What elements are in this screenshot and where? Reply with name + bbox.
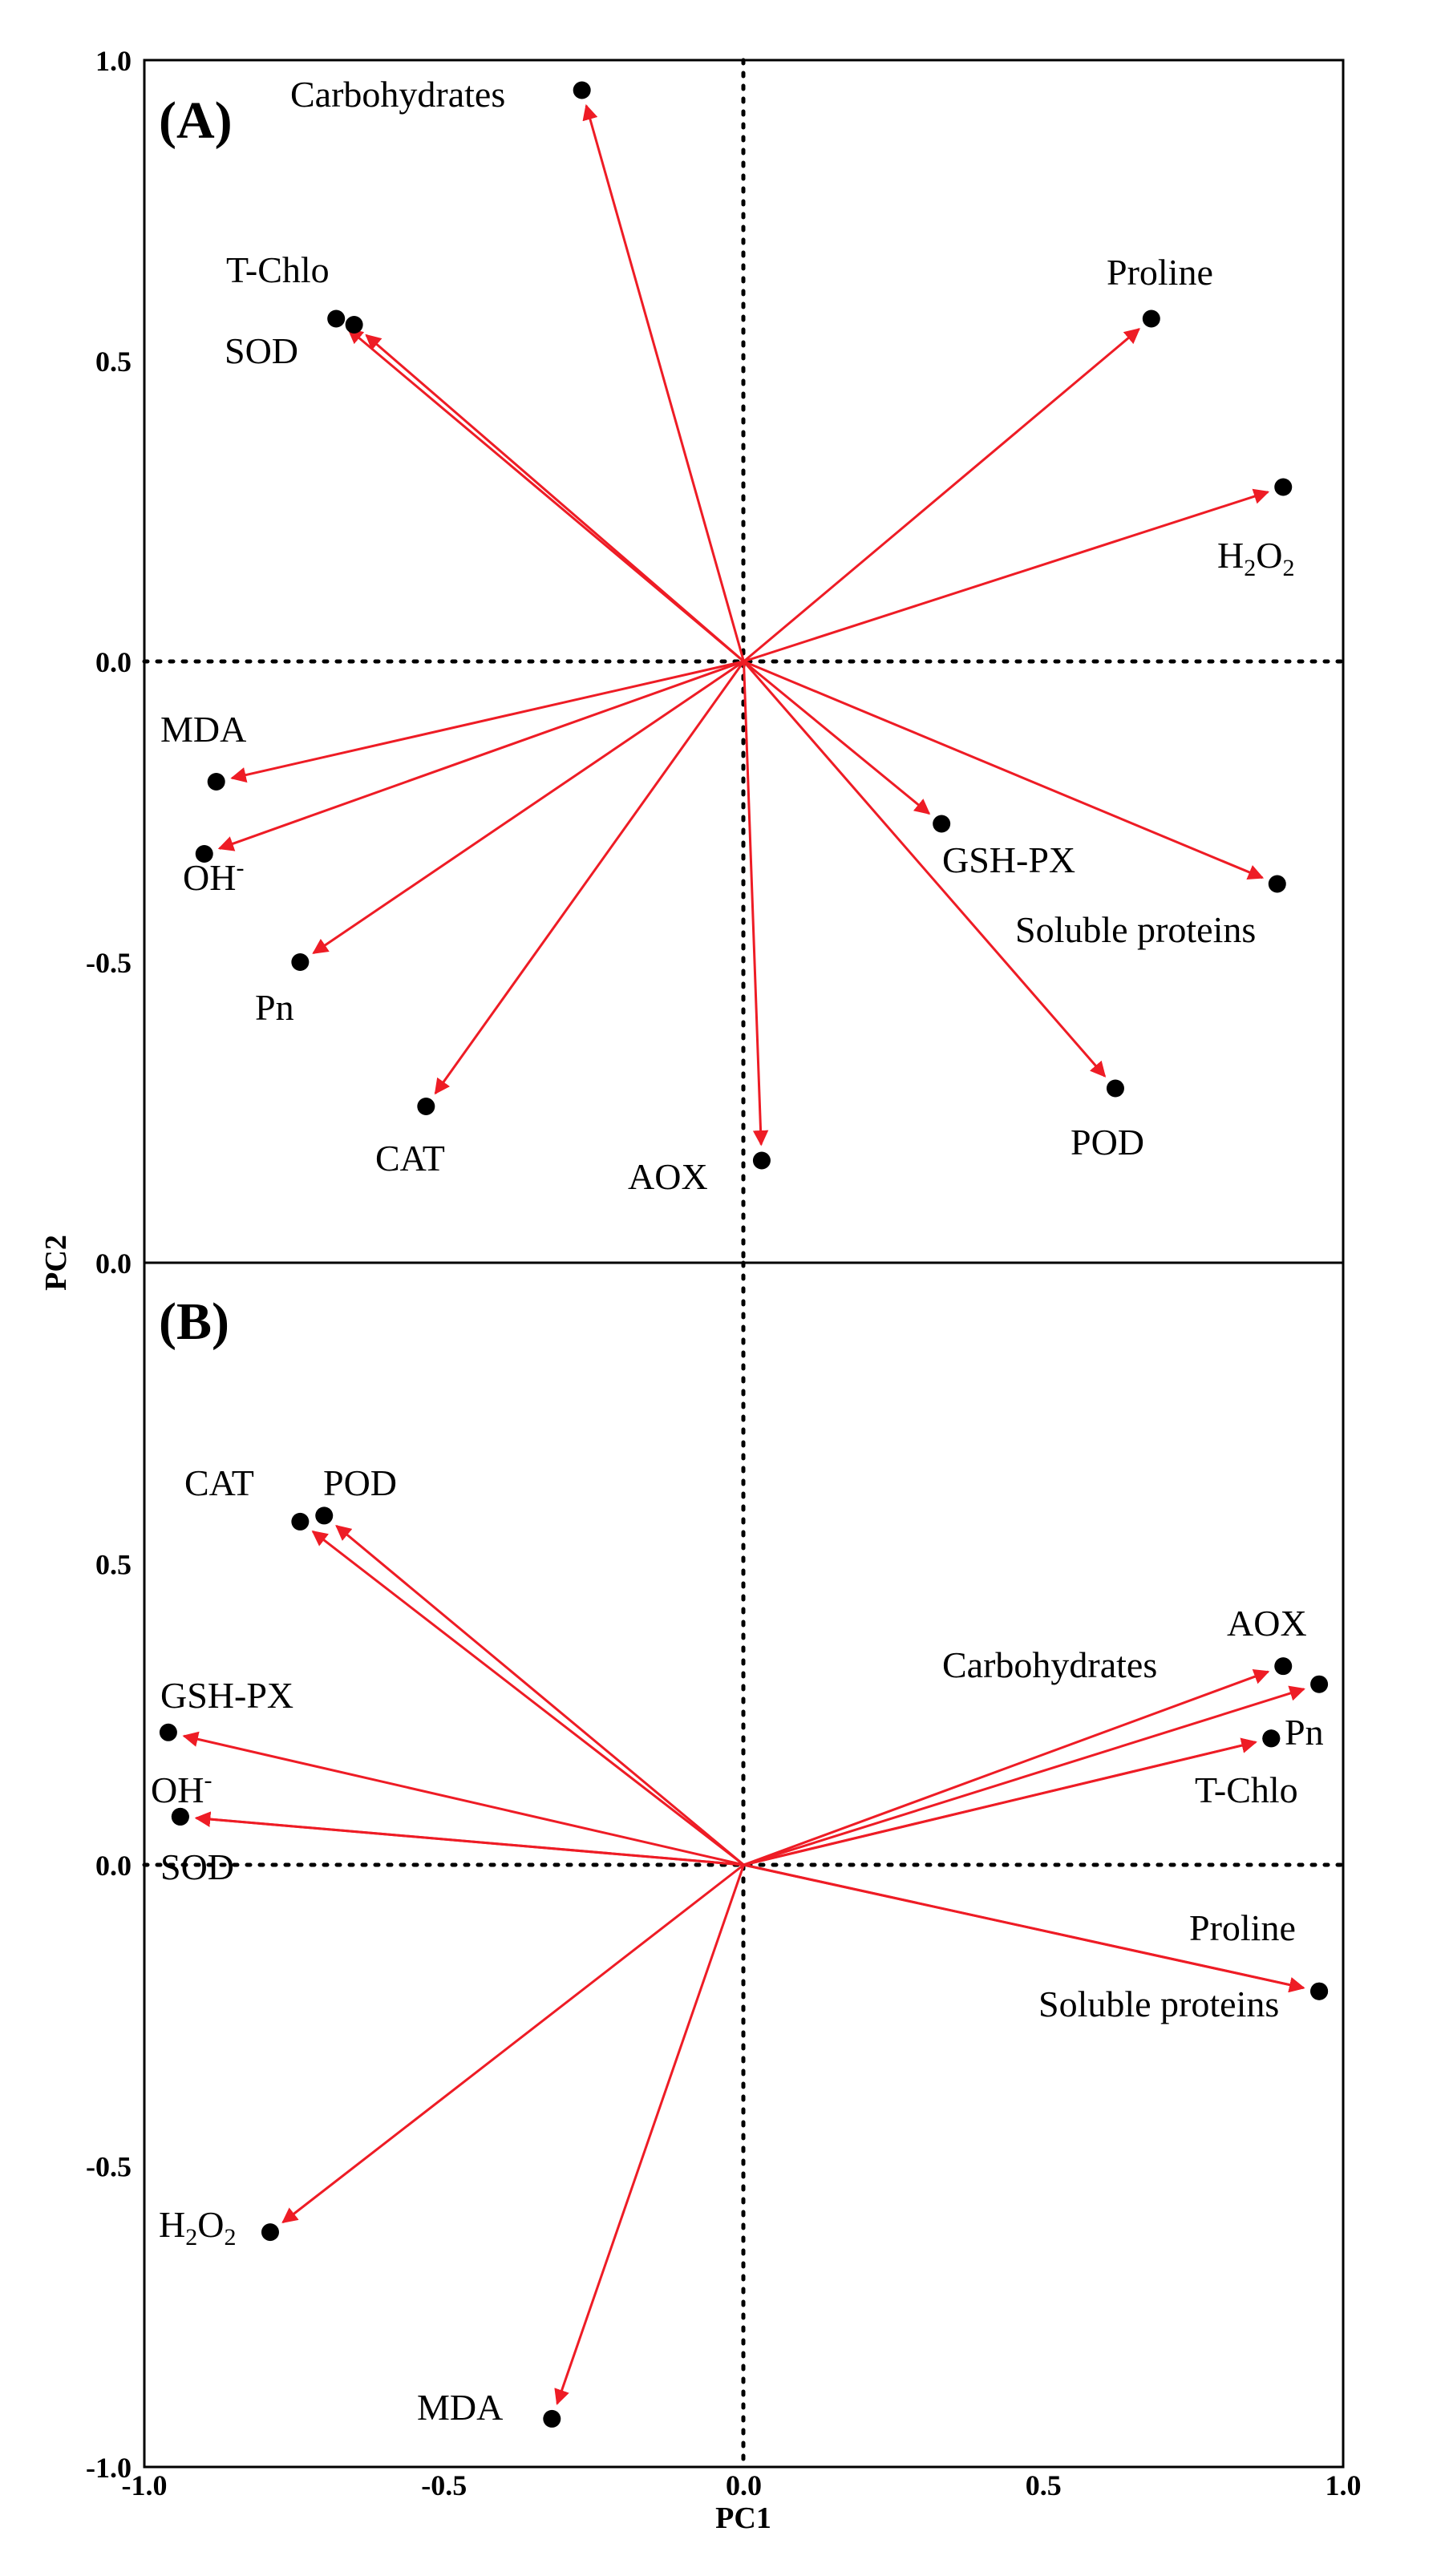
loading-arrow-a-sod: [365, 334, 745, 663]
x-tick-label: 0.0: [726, 2469, 762, 2501]
loading-arrow-a-mda: [230, 660, 744, 783]
panel-a-arrows: [217, 103, 1270, 1146]
label-a-aox: AOX: [628, 1156, 708, 1197]
axis-ticks: -1.0 -0.5 0.0 0.5 1.0 1.0 0.5 0.0 -0.5 0.0 0.5 0.0 -…: [86, 45, 1362, 2501]
label-b-aox: AOX: [1227, 1603, 1307, 1644]
loading-arrow-a-cat: [434, 661, 745, 1095]
loading-arrow-b-aox: [743, 1669, 1270, 1866]
y-tick-label: 0.0: [95, 1850, 132, 1882]
label-a-oh: OH-: [183, 855, 244, 898]
label-b-pn: Pn: [1285, 1712, 1324, 1753]
y-tick-label: 0.5: [95, 1549, 132, 1581]
y-tick-label: -0.5: [86, 2151, 132, 2183]
y-tick-label: 0.0: [95, 646, 132, 678]
label-b-carbohydrates: Carbohydrates: [942, 1644, 1157, 1685]
loading-point-a-t-chlo: [327, 309, 346, 328]
loading-point-a-mda: [207, 773, 225, 791]
label-b-sod: SOD: [160, 1846, 234, 1887]
loading-point-a-cat: [417, 1098, 435, 1115]
panel-b-arrows: [182, 1524, 1305, 2405]
loading-arrow-a-h2o2: [743, 488, 1270, 663]
x-axis-title: PC1: [715, 2501, 771, 2535]
loading-point-a-h2o2: [1274, 478, 1293, 496]
loading-point-a-gsh-px: [933, 815, 951, 833]
label-a-pod: POD: [1071, 1122, 1144, 1163]
label-b-mda: MDA: [417, 2387, 503, 2428]
panel-b-labels: CAT POD GSH-PX OH- SOD AOX Carbohydrates…: [151, 1462, 1324, 2428]
label-b-cat: CAT: [184, 1462, 254, 1503]
loading-arrow-a-aox: [743, 661, 769, 1146]
label-b-t-chlo: T-Chlo: [1195, 1769, 1298, 1810]
loading-point-b-carbohydrates: [1310, 1675, 1329, 1693]
loading-arrow-b-sod: [194, 1811, 744, 1866]
loading-point-b-cat: [291, 1512, 310, 1531]
loading-point-b-aox: [1274, 1657, 1293, 1676]
loading-arrow-b-gsh-px: [182, 1731, 744, 1866]
y-tick-label: -0.5: [86, 947, 132, 979]
label-b-h2o2: H2O2: [159, 2204, 236, 2250]
loading-arrow-a-proline: [743, 328, 1140, 663]
loading-arrow-a-gsh-px: [743, 660, 931, 815]
panel-a-tag: (A): [159, 91, 233, 150]
label-a-carbohydrates: Carbohydrates: [290, 74, 505, 115]
loading-point-a-proline: [1142, 309, 1160, 328]
label-a-t-chlo: T-Chlo: [226, 249, 330, 290]
panel-b-tag: (B): [159, 1292, 229, 1351]
loading-point-a-pod: [1106, 1079, 1124, 1098]
label-b-gsh-px: GSH-PX: [160, 1675, 293, 1716]
label-b-oh: OH-: [151, 1767, 212, 1810]
loading-point-a-pn: [291, 953, 310, 971]
x-tick-label: -0.5: [421, 2469, 467, 2501]
loading-arrow-a-soluble-proteins: [743, 660, 1265, 880]
x-tick-label: 0.5: [1026, 2469, 1062, 2501]
y-tick-label: 0.0: [95, 1248, 132, 1280]
loading-arrow-b-mda: [554, 1864, 745, 2405]
panel-b-points: [159, 1506, 1329, 2428]
label-a-proline: Proline: [1107, 252, 1213, 293]
label-a-pn: Pn: [255, 987, 294, 1028]
label-a-cat: CAT: [375, 1138, 445, 1179]
label-a-gsh-px: GSH-PX: [942, 839, 1075, 880]
label-b-pod: POD: [323, 1462, 397, 1503]
x-tick-label: 1.0: [1326, 2469, 1362, 2501]
loading-point-a-aox: [752, 1151, 771, 1170]
label-a-sod: SOD: [225, 330, 298, 371]
loading-arrow-b-h2o2: [281, 1863, 745, 2224]
loading-point-b-pod: [315, 1506, 334, 1525]
loading-arrow-b-cat: [311, 1530, 745, 1866]
loading-arrow-b-pod: [335, 1524, 745, 1866]
loading-point-b-mda: [543, 2409, 561, 2428]
loading-arrow-a-oh: [217, 660, 745, 851]
loading-point-a-soluble-proteins: [1268, 875, 1286, 893]
panel-a-points: [195, 81, 1293, 1170]
panel-a-labels: Carbohydrates T-Chlo SOD Proline H2O2 MD…: [160, 74, 1294, 1197]
y-tick-label: 0.5: [95, 346, 132, 378]
loading-arrow-b-t-chlo: [743, 1737, 1257, 1866]
loading-point-a-oh: [195, 845, 213, 863]
loading-point-a-sod: [345, 316, 363, 334]
loading-arrow-b-carbohydrates: [743, 1685, 1305, 1866]
label-b-soluble-proteins: Soluble proteins: [1038, 1984, 1279, 2024]
label-b-proline: Proline: [1189, 1907, 1296, 1948]
loading-arrow-b-soluble-proteins: [743, 1863, 1305, 1993]
y-tick-label: 1.0: [95, 45, 132, 77]
loading-point-b-h2o2: [261, 2223, 279, 2242]
x-tick-label: -1.0: [122, 2469, 168, 2501]
loading-point-b-t-chlo: [1262, 1729, 1281, 1748]
y-tick-label: -1.0: [86, 2452, 132, 2484]
y-axis-title: PC2: [39, 1235, 73, 1291]
label-a-soluble-proteins: Soluble proteins: [1015, 909, 1256, 950]
loading-point-b-sod: [171, 1807, 189, 1826]
loading-arrow-a-carbohydrates: [582, 103, 745, 662]
loading-arrow-a-pn: [312, 660, 745, 955]
loading-point-a-carbohydrates: [573, 81, 591, 99]
label-a-mda: MDA: [160, 709, 246, 750]
label-a-h2o2: H2O2: [1217, 535, 1294, 581]
loading-point-b-soluble-proteins: [1310, 1982, 1329, 2000]
loading-arrow-a-pod: [743, 661, 1107, 1078]
loading-point-b-gsh-px: [159, 1723, 177, 1741]
